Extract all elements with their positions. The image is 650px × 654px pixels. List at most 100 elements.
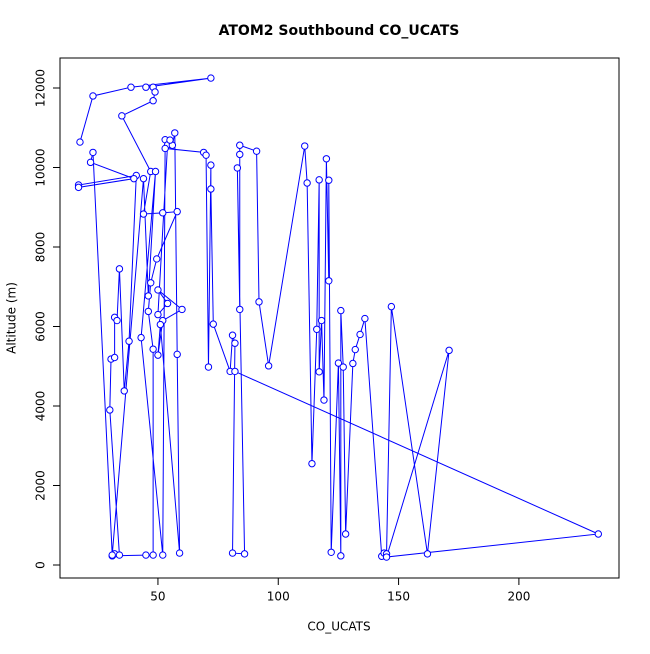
data-point [317,316,326,325]
data-point [341,530,350,538]
y-tick-label: 0 [34,561,48,569]
data-point [209,320,217,328]
data-point [240,550,249,558]
data-point [154,351,162,359]
data-point [154,286,162,294]
data-point [76,138,84,146]
data-point [320,396,328,404]
data-point [252,147,261,155]
data-point [387,302,396,311]
data-point [356,330,364,339]
plot-frame [59,57,620,579]
data-point [325,277,333,285]
data-point [445,346,453,355]
x-tick-label: 100 [267,590,290,604]
data-point [139,174,148,183]
data-point [423,550,432,558]
data-point [228,331,237,339]
data-point [161,144,169,153]
data-point [159,551,167,559]
x-axis-label: CO_UCATS [307,620,370,634]
data-point [236,150,244,159]
data-point [108,551,116,559]
data-point [334,359,343,367]
data-point [89,92,97,100]
data-point [325,176,333,184]
data-point [236,141,244,149]
y-tick-label: 6000 [34,311,48,342]
data-point [127,83,135,91]
y-tick-label: 10000 [34,148,48,186]
data-point [115,265,124,273]
data-point [156,320,165,329]
data-point [207,185,215,193]
data-point [89,148,97,157]
data-point [382,553,391,561]
data-point [337,552,345,560]
data-point [178,305,186,314]
data-point [315,368,323,376]
data-point [337,306,345,315]
data-point [151,167,160,176]
data-point [86,158,95,167]
data-point [173,207,181,216]
data-point [142,83,150,91]
data-point [163,299,172,308]
data-point [142,551,150,559]
data-point [166,136,174,144]
data-point [594,530,603,538]
data-point [139,210,148,218]
data-point [159,209,167,217]
data-point [204,363,213,371]
data-point [233,164,242,172]
data-point [137,333,145,342]
data-point [202,151,210,159]
data-point [120,387,128,395]
data-point [322,155,331,163]
y-tick-label: 12000 [34,69,48,107]
data-point [153,255,161,263]
data-point [106,406,114,414]
y-tick-label: 4000 [34,391,48,422]
data-point [147,279,155,287]
data-point [327,548,335,556]
data-point [149,551,157,559]
data-point [175,549,184,557]
data-point [151,88,159,96]
data-point [173,350,181,359]
data-point [207,161,215,169]
data-point [303,179,311,187]
data-point [149,97,157,105]
y-tick-label: 8000 [34,232,48,263]
x-tick-label: 150 [387,590,410,604]
data-point [301,142,309,150]
data-point [231,367,239,376]
data-point [113,316,121,325]
data-point [231,339,239,347]
data-point [149,345,157,353]
data-point [118,112,126,120]
data-point [110,353,119,362]
chart-title: ATOM2 Southbound CO_UCATS [219,23,460,39]
y-tick-label: 2000 [34,470,48,501]
y-axis-label: Altitude (m) [5,282,19,354]
data-point [130,174,138,183]
data-point [313,325,321,333]
data-point [349,359,357,368]
x-tick-label: 200 [507,590,530,604]
data-point [236,305,244,314]
data-point [339,363,347,371]
data-point [264,362,273,370]
data-point [207,74,215,82]
data-point [361,314,369,323]
x-tick-label: 50 [150,590,165,604]
data-point [115,551,124,559]
data-point [144,292,153,300]
data-point [308,459,316,468]
data-point [255,298,263,306]
data-point [228,549,237,557]
data-point [154,310,162,319]
data-point [144,307,153,316]
data-point [315,176,323,184]
